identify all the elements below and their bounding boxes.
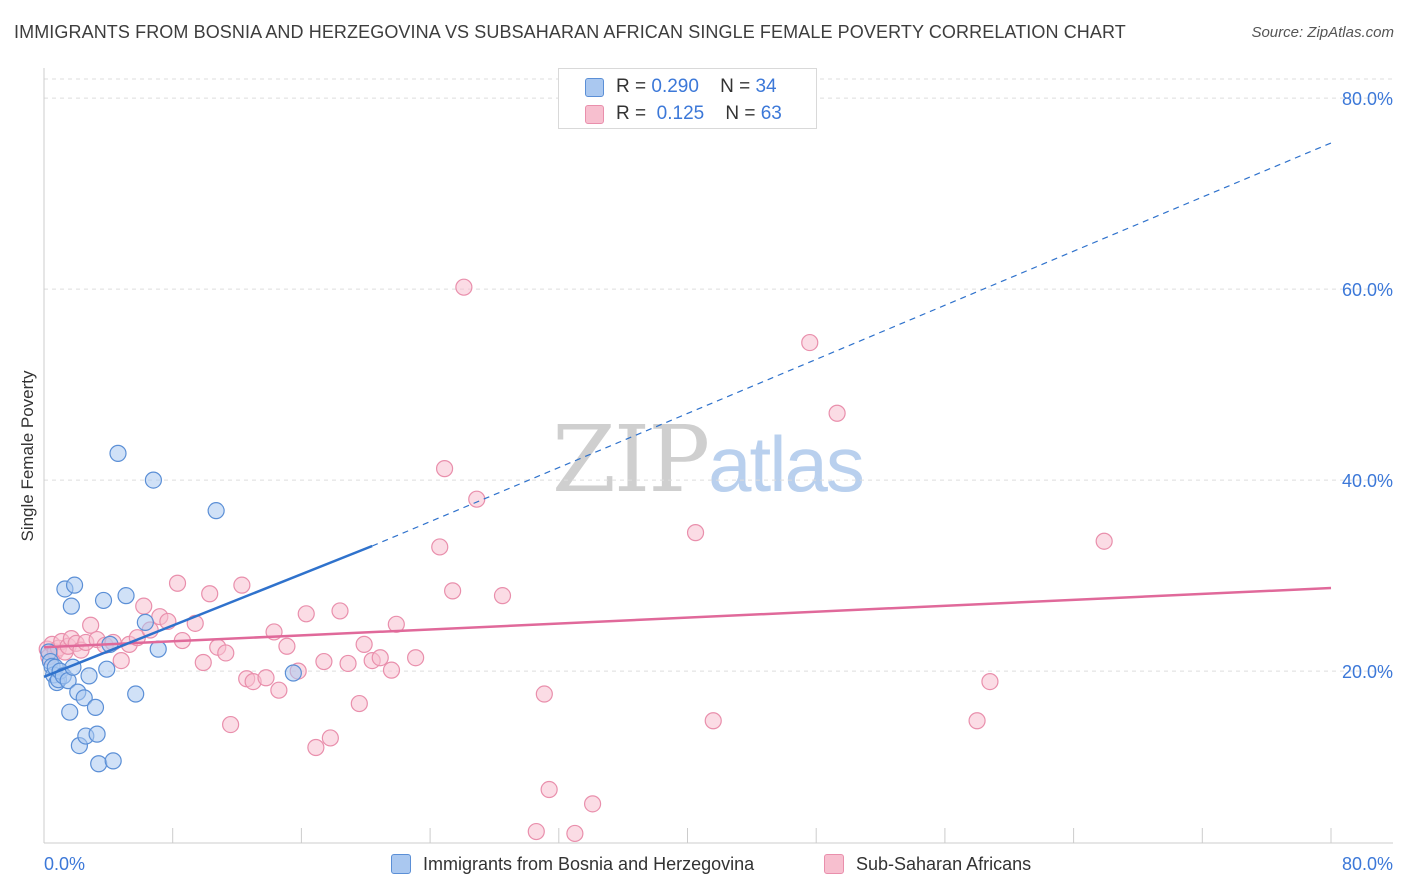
watermark-atlas: atlas xyxy=(708,420,865,508)
data-point-sub-saharan xyxy=(435,460,454,478)
data-point-sub-saharan xyxy=(270,681,288,699)
data-point-sub-saharan xyxy=(540,780,558,799)
data-point-bosnia xyxy=(144,471,162,489)
data-point-bosnia xyxy=(75,689,93,707)
data-point-bosnia xyxy=(61,703,79,721)
trend-line-sub-saharan xyxy=(43,586,1332,649)
data-point-sub-saharan xyxy=(981,673,999,691)
data-point-sub-saharan xyxy=(82,616,100,634)
data-point-bosnia xyxy=(136,613,154,631)
data-point-sub-saharan xyxy=(321,729,339,747)
data-point-bosnia xyxy=(80,667,98,685)
y-tick-label: 80.0% xyxy=(1342,89,1393,109)
data-point-sub-saharan xyxy=(112,651,130,670)
legend-row-bosnia: R = 0.290 N = 34 xyxy=(585,76,777,98)
data-point-bosnia xyxy=(207,502,225,520)
data-point-sub-saharan xyxy=(527,822,545,841)
stats-legend: R = 0.290 N = 34 R = 0.125 N = 63 xyxy=(558,68,817,129)
data-point-sub-saharan xyxy=(444,582,462,600)
data-point-sub-saharan xyxy=(535,685,553,703)
trend-lines xyxy=(43,142,1332,678)
data-point-sub-saharan xyxy=(583,795,602,813)
legend-n-label: N = xyxy=(725,103,756,124)
x-tick-label: 0.0% xyxy=(44,854,85,874)
series-sub-saharan-points xyxy=(38,278,1113,843)
data-point-sub-saharan xyxy=(355,635,373,653)
legend-swatch-bosnia xyxy=(585,77,604,97)
data-point-bosnia xyxy=(109,444,127,462)
data-point-sub-saharan xyxy=(222,715,240,734)
bottom-legend-bosnia: Immigrants from Bosnia and Herzegovina xyxy=(391,852,754,876)
legend-n-value: 63 xyxy=(760,103,782,124)
y-tick-label: 40.0% xyxy=(1342,471,1393,491)
data-point-sub-saharan xyxy=(217,644,235,662)
data-point-sub-saharan xyxy=(307,738,325,757)
bottom-legend-label-sub-saharan: Sub-Saharan Africans xyxy=(856,853,1032,874)
bottom-legend-swatch-bosnia xyxy=(391,854,411,874)
data-point-bosnia xyxy=(86,698,105,716)
legend-r-value: 0.125 xyxy=(656,103,705,124)
data-point-sub-saharan xyxy=(297,605,315,623)
data-point-sub-saharan xyxy=(135,597,153,615)
data-point-sub-saharan xyxy=(1095,532,1113,550)
data-point-bosnia xyxy=(65,576,84,594)
legend-swatch-sub-saharan xyxy=(585,104,604,124)
data-point-sub-saharan xyxy=(968,712,986,730)
data-point-bosnia xyxy=(117,587,135,605)
data-point-sub-saharan xyxy=(201,585,219,603)
data-point-sub-saharan xyxy=(194,653,212,672)
data-point-sub-saharan xyxy=(382,661,401,679)
bottom-legend-sub-saharan: Sub-Saharan Africans xyxy=(824,852,1031,876)
data-point-sub-saharan xyxy=(331,602,349,620)
source-label: Source: ZipAtlas.com xyxy=(1251,24,1394,41)
data-point-bosnia xyxy=(94,591,113,610)
data-point-sub-saharan xyxy=(339,654,357,673)
data-point-sub-saharan xyxy=(493,587,512,605)
legend-r-label: R = xyxy=(616,103,647,124)
data-point-sub-saharan xyxy=(278,637,296,655)
data-point-bosnia xyxy=(127,685,145,703)
data-point-sub-saharan xyxy=(566,824,584,843)
data-point-sub-saharan xyxy=(168,574,187,592)
data-point-sub-saharan xyxy=(431,538,449,556)
data-point-bosnia xyxy=(149,640,167,658)
bottom-legend-label-bosnia: Immigrants from Bosnia and Herzegovina xyxy=(423,853,755,874)
x-tick-label: 80.0% xyxy=(1342,854,1393,874)
data-point-bosnia xyxy=(284,664,302,682)
data-point-sub-saharan xyxy=(801,333,819,352)
data-point-sub-saharan xyxy=(387,615,405,633)
legend-r-value: 0.290 xyxy=(651,76,699,97)
axis-layer xyxy=(43,68,1393,844)
data-point-sub-saharan xyxy=(828,404,846,422)
data-point-bosnia xyxy=(98,660,116,678)
data-point-sub-saharan xyxy=(468,490,486,508)
trend-line-bosnia-extrapolated xyxy=(371,142,1332,547)
data-point-sub-saharan xyxy=(407,649,425,667)
data-point-sub-saharan xyxy=(704,712,722,730)
bottom-legend-swatch-sub-saharan xyxy=(824,854,844,874)
legend-n-value: 34 xyxy=(755,76,777,97)
y-tick-label: 60.0% xyxy=(1342,280,1393,300)
chart-title: IMMIGRANTS FROM BOSNIA AND HERZEGOVINA V… xyxy=(14,22,1126,42)
data-point-sub-saharan xyxy=(257,669,275,687)
data-point-sub-saharan xyxy=(350,694,368,713)
data-point-sub-saharan xyxy=(371,649,389,667)
data-point-bosnia xyxy=(104,752,122,770)
data-point-bosnia xyxy=(90,755,108,773)
data-point-sub-saharan xyxy=(233,576,251,594)
series-bosnia-points xyxy=(40,444,302,773)
legend-r-label: R = xyxy=(616,76,647,97)
y-tick-label: 20.0% xyxy=(1342,662,1393,682)
data-point-bosnia xyxy=(62,597,80,615)
data-point-sub-saharan xyxy=(455,278,473,296)
data-point-bosnia xyxy=(88,725,106,743)
legend-row-sub-saharan: R = 0.125 N = 63 xyxy=(585,103,782,125)
legend-n-label: N = xyxy=(720,76,751,97)
tick-labels: 20.0% 40.0% 60.0% 80.0% 0.0% 80.0% xyxy=(44,89,1393,874)
data-point-sub-saharan xyxy=(686,524,705,542)
data-point-sub-saharan xyxy=(315,652,333,671)
trend-line-bosnia xyxy=(43,544,373,678)
